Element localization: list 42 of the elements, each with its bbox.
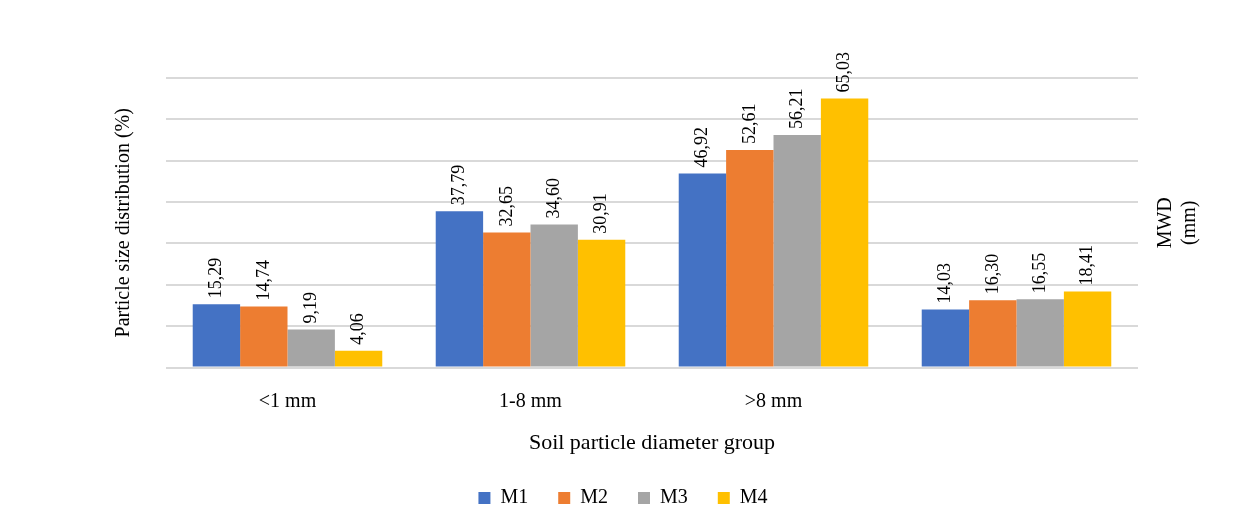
data-label: 18,41: [1076, 244, 1097, 286]
data-label: 65,03: [833, 52, 854, 93]
bar: [921, 309, 970, 367]
bar: [287, 329, 335, 367]
bar: [577, 239, 626, 367]
data-label: 15,29: [205, 257, 226, 299]
legend-label: M3: [660, 485, 688, 508]
data-label: 37,79: [448, 164, 469, 206]
data-label: 30,91: [590, 193, 611, 234]
bar: [1063, 291, 1112, 367]
data-label: 32,65: [495, 186, 516, 227]
x-tick-label: >8 mm: [744, 388, 803, 411]
legend-label: M2: [580, 485, 609, 508]
bar: [820, 98, 869, 367]
bar: [435, 211, 484, 367]
data-label: 14,74: [252, 260, 273, 301]
bar: [969, 300, 1017, 367]
bar: [1016, 299, 1064, 367]
data-label: 46,92: [691, 126, 712, 168]
data-label: 16,55: [1028, 252, 1049, 294]
legend-label: M1: [500, 485, 529, 508]
bar: [530, 224, 578, 367]
bar: [334, 350, 383, 367]
data-label: 4,06: [347, 313, 368, 345]
x-tick-label: 1-8 mm: [499, 388, 563, 411]
bar: [240, 306, 288, 367]
x-axis-title: Soil particle diameter group: [528, 428, 776, 454]
bar: [726, 149, 774, 367]
data-label: 9,19: [299, 292, 320, 324]
data-label: 34,60: [542, 177, 563, 219]
legend-label: M4: [739, 485, 768, 508]
data-label: 14,03: [934, 263, 955, 304]
y-axis-title: Particle size distribution (%): [111, 108, 135, 338]
bar: [773, 135, 821, 367]
data-label: 56,21: [785, 88, 806, 130]
y2-axis-title: MWD (mm): [1153, 197, 1201, 249]
x-tick-label: <1 mm: [258, 388, 317, 411]
bar: [483, 232, 531, 367]
bar: [678, 173, 727, 367]
data-label: 16,30: [981, 253, 1002, 295]
bar: [192, 304, 241, 367]
data-label: 52,61: [738, 103, 759, 144]
